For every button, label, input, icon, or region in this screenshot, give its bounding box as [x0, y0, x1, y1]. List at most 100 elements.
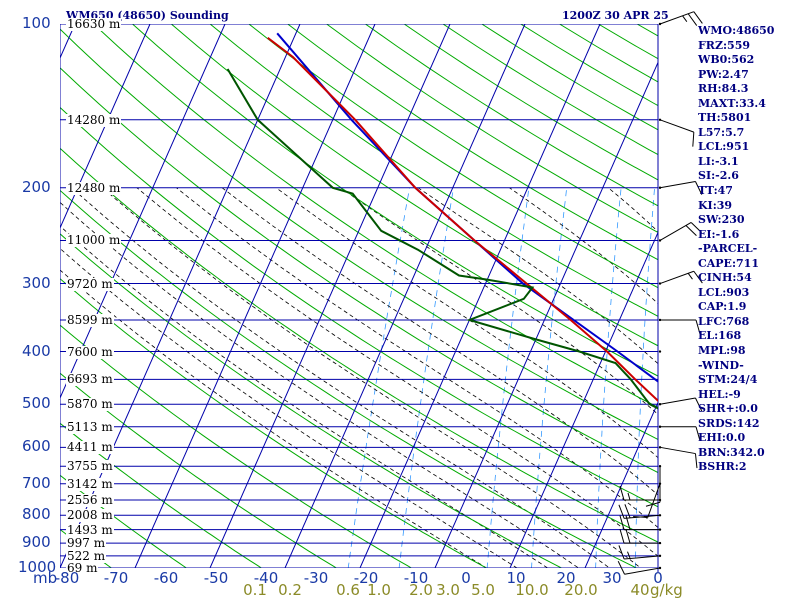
mixing-ratio-line-3	[531, 187, 568, 568]
index-entry: SRDS:142	[698, 416, 760, 430]
moist-adiabat--20	[60, 269, 488, 568]
wind-barb-550	[658, 425, 701, 441]
wind-barb-flag-700-0	[633, 516, 648, 519]
wind-barb-flag-100-0	[693, 11, 703, 24]
wind-barb-flag-800-0	[618, 504, 625, 519]
index-entry: LCL:951	[698, 140, 750, 154]
pressure-label: 1000	[18, 558, 57, 576]
index-entry: MAXT:33.4	[698, 96, 766, 110]
index-entry: MPL:98	[698, 344, 746, 358]
wind-barb-shaft-1000	[624, 567, 661, 575]
wind-barb-station-400	[658, 350, 662, 353]
pressure-label: 600	[22, 437, 51, 456]
height-label: 2556 m	[66, 493, 114, 508]
isotherm--50	[284, 24, 526, 568]
wind-barb-half-750	[627, 492, 631, 501]
dry-adiabat-510	[783, 0, 800, 580]
index-entry: CAPE:711	[698, 256, 759, 270]
height-label: 997 m	[66, 536, 107, 551]
moist-adiabat-4	[136, 187, 658, 557]
wind-barb-shaft-600	[659, 446, 696, 455]
moist-adiabat-20	[340, 187, 658, 415]
mixing-ratio-tick-label: 3.0	[436, 581, 460, 599]
index-entry: EL:168	[698, 329, 742, 343]
moist-adiabat--16	[60, 247, 518, 568]
height-label: 3142 m	[66, 476, 114, 491]
temperature-trace	[267, 37, 658, 403]
valid-time: 1200Z 30 APR 25	[562, 9, 669, 22]
index-entry: CINH:54	[698, 271, 752, 285]
mixing-ratio-tick-label: 0.1	[243, 581, 267, 599]
moist-adiabat-0	[102, 187, 642, 568]
wind-barb-flag-800-1	[624, 504, 631, 519]
mixing-ratio-line-5	[634, 187, 655, 568]
moist-adiabat--12	[60, 225, 549, 568]
wind-barb-flag-900-1	[625, 528, 631, 544]
temperature-tick-label: -10	[403, 569, 429, 587]
temperature-tick-label: 30	[602, 569, 622, 587]
dry-adiabat-220	[60, 422, 263, 568]
wind-barb-750	[619, 485, 662, 502]
wind-barb-flag-150-0	[692, 132, 695, 147]
index-entry: FRZ:559	[698, 38, 751, 52]
wind-barb-600	[658, 446, 698, 469]
moist-adiabat--8	[60, 201, 580, 568]
mixing-ratio-line-0	[347, 187, 410, 568]
pressure-label: 700	[22, 473, 51, 492]
dry-adiabat-300	[60, 67, 658, 474]
temperature-tick-label: -80	[54, 569, 80, 587]
wind-barb-flag-650-0	[645, 501, 661, 507]
height-label: 2008 m	[66, 508, 114, 523]
mixing-ratio-tick-label: 1.0	[367, 581, 391, 599]
index-entry: TH:5801	[698, 111, 752, 125]
mixing-ratio-line-1	[398, 187, 454, 568]
index-entry: BRN:342.0	[698, 445, 765, 459]
wind-barb-flag-500-0	[695, 397, 703, 412]
wind-barb-250	[658, 222, 702, 242]
mixing-ratio-tick-label: 5.0	[471, 581, 495, 599]
index-entry: STM:24/4	[698, 373, 758, 387]
moist-adiabat--4	[71, 187, 611, 568]
isotherm--70	[134, 24, 376, 568]
wind-barb-flag-100-1	[687, 13, 698, 26]
pressure-label: 100	[22, 14, 51, 32]
mixing-ratio-line-4	[595, 187, 622, 568]
height-label: 1493 m	[66, 522, 114, 537]
wind-barb-shaft-300	[659, 270, 694, 285]
height-label: 7600 m	[66, 344, 114, 359]
index-entry: SW:230	[698, 213, 745, 227]
height-label: 69 m	[66, 561, 99, 575]
isotherm--20	[509, 231, 658, 568]
index-entry: HEL:-9	[698, 387, 741, 401]
wind-barb-flag-950-0	[618, 545, 625, 560]
index-entry: SHR+:0.0	[698, 402, 758, 416]
temperature-tick-label: 20	[556, 569, 576, 587]
pressure-label: 500	[22, 394, 51, 413]
isotherm--10	[584, 401, 658, 568]
index-entry: LFC:768	[698, 314, 750, 328]
isotherm--80	[60, 24, 301, 568]
sounding-indices-panel: WMO:48650 FRZ:559 WB0:562 PW:2.47 RH:84.3 MAX…	[698, 24, 774, 475]
dry-adiabat-230	[60, 372, 338, 568]
dewpoint-trace	[226, 68, 658, 410]
wind-barb-flag-1000-0	[617, 560, 625, 575]
height-label: 5113 m	[66, 419, 114, 434]
mixing-ratio-tick-label: 10.0	[515, 581, 549, 599]
pressure-label: 400	[22, 341, 51, 360]
wind-barb-flag-350-0	[695, 319, 701, 335]
wind-barb-flag-300-0	[693, 270, 703, 284]
index-entry: BSHR:2	[698, 460, 747, 474]
height-label: 11000 m	[66, 233, 122, 248]
index-entry: EHI:0.0	[698, 431, 746, 445]
wind-barb-900	[619, 528, 662, 545]
wind-barb-400	[658, 350, 662, 353]
mixing-ratio-tick-label: 0.2	[278, 581, 302, 599]
index-entry: WMO:48650	[698, 24, 775, 37]
wind-barb-flag-250-1	[685, 225, 697, 236]
isotherm--40	[359, 24, 601, 568]
height-label: 16630 m	[66, 17, 122, 31]
wind-barb-800	[618, 504, 662, 519]
moist-adiabat-16	[275, 187, 658, 459]
wind-barb-flag-600-0	[694, 453, 698, 469]
